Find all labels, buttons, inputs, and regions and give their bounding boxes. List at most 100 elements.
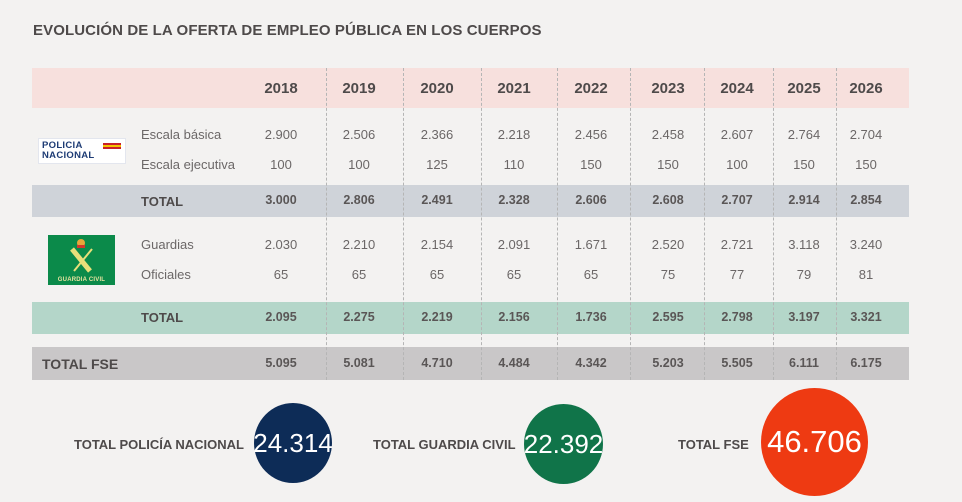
column-divider: [557, 68, 558, 380]
fse-total-cell: 6.111: [789, 356, 819, 370]
policia-total-cell: 2.608: [652, 193, 684, 207]
column-divider: [326, 68, 327, 380]
guardia-total-cell: 2.595: [652, 310, 684, 324]
fse-total-label: TOTAL FSE: [42, 356, 119, 372]
year-header: 2018: [264, 80, 298, 97]
year-header: 2020: [420, 80, 454, 97]
fse-total-cell: 6.175: [850, 356, 882, 370]
guardia-oficiales-cell: 79: [796, 267, 812, 282]
column-divider: [630, 68, 631, 380]
year-header: 2021: [497, 80, 531, 97]
policia-ejecutiva-cell: 150: [855, 157, 877, 172]
summary-guardia-circle: 22.392: [524, 404, 603, 484]
guardia-total-cell: 2.095: [265, 310, 297, 324]
policia-basica-cell: 2.458: [651, 127, 685, 142]
guardia-total-cell: 3.321: [850, 310, 882, 324]
summary-policia-circle: 24.314: [253, 403, 333, 483]
fse-total-cell: 5.081: [343, 356, 375, 370]
guardia-oficiales-cell: 65: [429, 267, 445, 282]
policia-total-cell: 3.000: [265, 193, 297, 207]
policia-ejecutiva-cell: 100: [726, 157, 748, 172]
fse-total-cell: 4.484: [498, 356, 530, 370]
fse-total-cell: 4.710: [421, 356, 453, 370]
policia-total-cell: 2.606: [575, 193, 607, 207]
column-divider: [773, 68, 774, 380]
guardia-total-cell: 2.275: [343, 310, 375, 324]
column-divider: [403, 68, 404, 380]
fse-total-cell: 5.203: [652, 356, 684, 370]
policia-basica-cell: 2.607: [720, 127, 754, 142]
fse-total-cell: 5.505: [721, 356, 753, 370]
policia-ejecutiva-cell: 150: [793, 157, 815, 172]
year-header: 2025: [787, 80, 821, 97]
policia-total-cell: 2.491: [421, 193, 453, 207]
policia-basica-cell: 2.764: [787, 127, 821, 142]
policia-ejecutiva-cell: 100: [270, 157, 292, 172]
column-divider: [836, 68, 837, 380]
policia-nacional-logo: POLICIA NACIONAL: [38, 138, 126, 164]
row-label: Escala ejecutiva: [141, 157, 235, 172]
guardia-oficiales-cell: 75: [660, 267, 676, 282]
year-header: 2019: [342, 80, 376, 97]
guardia-guardias-cell: 2.091: [497, 237, 531, 252]
guardia-oficiales-cell: 65: [351, 267, 367, 282]
fse-total-cell: 5.095: [265, 356, 297, 370]
guardia-civil-logo: GUARDIA CIVIL: [48, 235, 115, 285]
guardia-guardias-cell: 3.118: [788, 237, 820, 252]
policia-basica-cell: 2.456: [574, 127, 608, 142]
fse-total-cell: 4.342: [575, 356, 607, 370]
policia-total-cell: 2.328: [498, 193, 530, 207]
total-label: TOTAL: [141, 194, 184, 209]
guardia-guardias-cell: 3.240: [849, 237, 883, 252]
policia-basica-cell: 2.506: [342, 127, 376, 142]
policia-basica-cell: 2.218: [497, 127, 531, 142]
column-divider: [704, 68, 705, 380]
header-band: [32, 68, 909, 108]
policia-ejecutiva-cell: 150: [580, 157, 602, 172]
guardia-guardias-cell: 2.154: [420, 237, 454, 252]
policia-total-cell: 2.707: [721, 193, 753, 207]
guardia-oficiales-cell: 65: [506, 267, 522, 282]
policia-basica-cell: 2.900: [264, 127, 298, 142]
total-label: TOTAL: [141, 310, 184, 325]
policia-ejecutiva-cell: 125: [426, 157, 448, 172]
policia-total-cell: 2.854: [850, 193, 882, 207]
page-title: EVOLUCIÓN DE LA OFERTA DE EMPLEO PÚBLICA…: [33, 22, 542, 39]
policia-total-cell: 2.914: [788, 193, 820, 207]
guardia-oficiales-cell: 81: [858, 267, 874, 282]
policia-basica-cell: 2.704: [849, 127, 883, 142]
policia-ejecutiva-cell: 110: [503, 157, 525, 172]
guardia-total-cell: 2.798: [721, 310, 753, 324]
policia-ejecutiva-cell: 100: [348, 157, 370, 172]
summary-fse-label: TOTAL FSE: [678, 437, 749, 452]
guardia-guardias-cell: 2.520: [651, 237, 685, 252]
guardia-oficiales-cell: 65: [583, 267, 599, 282]
summary-guardia-label: TOTAL GUARDIA CIVIL: [373, 437, 516, 452]
year-header: 2023: [651, 80, 685, 97]
row-label: Oficiales: [141, 267, 191, 282]
policia-total-band: [32, 185, 909, 217]
summary-policia-label: TOTAL POLICÍA NACIONAL: [74, 437, 244, 452]
guardia-guardias-cell: 2.030: [264, 237, 298, 252]
guardia-total-band: [32, 302, 909, 334]
year-header: 2024: [720, 80, 754, 97]
guardia-guardias-cell: 1.671: [574, 237, 608, 252]
guardia-total-cell: 3.197: [788, 310, 820, 324]
year-header: 2022: [574, 80, 608, 97]
guardia-civil-emblem-icon: [70, 239, 93, 273]
guardia-total-cell: 1.736: [575, 310, 607, 324]
guardia-oficiales-cell: 65: [273, 267, 289, 282]
guardia-oficiales-cell: 77: [729, 267, 745, 282]
fse-total-band: [32, 347, 909, 380]
column-divider: [481, 68, 482, 380]
row-label: Escala básica: [141, 127, 222, 142]
summary-fse-circle: 46.706: [761, 388, 868, 496]
guardia-guardias-cell: 2.210: [342, 237, 376, 252]
guardia-total-cell: 2.219: [421, 310, 453, 324]
policia-total-cell: 2.806: [343, 193, 375, 207]
policia-basica-cell: 2.366: [420, 127, 454, 142]
row-label: Guardias: [141, 237, 194, 252]
policia-ejecutiva-cell: 150: [657, 157, 679, 172]
year-header: 2026: [849, 80, 883, 97]
guardia-total-cell: 2.156: [498, 310, 530, 324]
